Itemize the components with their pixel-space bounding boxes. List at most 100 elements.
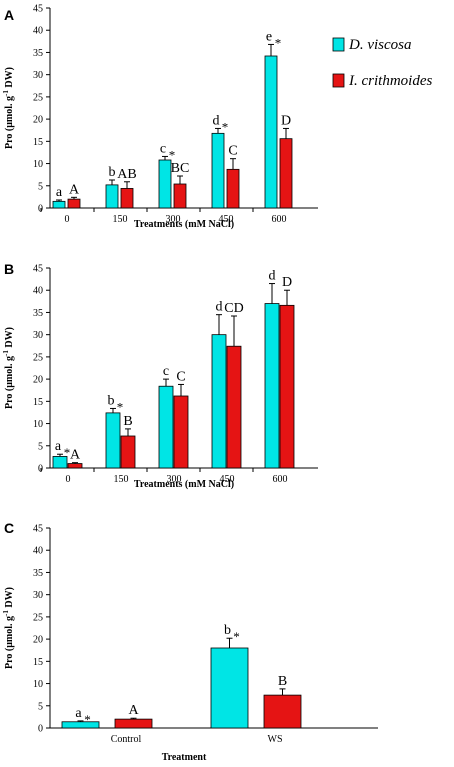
y-tick-label: 0 [38, 724, 43, 735]
bar-i-crithmoides [67, 198, 81, 209]
bar-d-viscosa [211, 334, 227, 469]
y-tick-label: 30 [33, 590, 43, 601]
panel-label: A [4, 7, 14, 23]
y-tick-label: 40 [33, 286, 43, 297]
y-tick-label: 45 [33, 264, 43, 275]
significance-letter: C [176, 369, 185, 384]
y-tick-label: 15 [33, 397, 43, 408]
significance-letter: A [69, 182, 80, 197]
y-tick-label: 30 [33, 70, 43, 81]
bar-d-viscosa [61, 721, 100, 729]
bar-i-crithmoides [120, 188, 134, 209]
y-axis-label: Pro (μmol. g-1 DW) [2, 327, 15, 409]
significance-letter: b [224, 623, 231, 638]
significance-star: * [64, 445, 71, 460]
significance-letter: c [163, 364, 169, 379]
y-tick-label: 40 [33, 26, 43, 37]
x-tick-label: Control [111, 734, 142, 745]
y-tick-label: 5 [38, 441, 43, 452]
y-tick-label: 20 [33, 375, 43, 386]
chart-panel-a: A 0 5 10 15 20 25 30 35 40 45 Pro (μmol. g-1 DW) Tre… [2, 4, 432, 231]
significance-letter: b [108, 393, 115, 408]
panel-label: B [4, 261, 14, 277]
bar-d-viscosa [210, 647, 249, 729]
bar-d-viscosa [105, 184, 119, 209]
significance-star: * [117, 399, 124, 414]
significance-letter: AB [117, 167, 136, 182]
bar-d-viscosa [105, 412, 121, 469]
x-tick-label: 150 [113, 214, 128, 225]
y-tick-label: 25 [33, 612, 43, 623]
significance-star: * [84, 712, 91, 727]
x-axis-label: Treatments (mM NaCl) [134, 479, 234, 490]
x-tick-label: 0 [66, 474, 71, 485]
significance-letter: B [278, 674, 287, 689]
significance-letter: BC [171, 161, 190, 176]
bar-d-viscosa [158, 385, 174, 469]
x-tick-label: 600 [273, 474, 288, 485]
significance-letter: A [128, 703, 139, 718]
x-axis-label: Treatment [162, 752, 207, 763]
x-tick-label: 300 [167, 474, 182, 485]
significance-letter: c [160, 141, 166, 156]
significance-star: * [169, 147, 176, 162]
y-tick-label: 25 [33, 92, 43, 103]
significance-letter: B [123, 414, 132, 429]
bar-i-crithmoides [173, 183, 187, 209]
y-tick-label: 40 [33, 546, 43, 557]
y-tick-label: 10 [33, 159, 43, 170]
bar-i-crithmoides [226, 345, 242, 469]
y-tick-label: 5 [38, 181, 43, 192]
y-tick-label: 45 [33, 4, 43, 15]
y-tick-label: 15 [33, 137, 43, 148]
panel-label: C [4, 520, 14, 536]
y-tick-label: 20 [33, 115, 43, 126]
significance-letter: D [282, 275, 292, 290]
y-tick-label: 35 [33, 568, 43, 579]
y-tick-label: 15 [33, 657, 43, 668]
y-tick-label: 30 [33, 330, 43, 341]
bar-i-crithmoides [279, 138, 293, 209]
y-tick-label: 5 [38, 701, 43, 712]
bar-d-viscosa [158, 159, 172, 209]
significance-letter: b [109, 165, 116, 180]
bar-i-crithmoides [173, 395, 189, 469]
y-axis-label: Pro (μmol. g-1 DW) [2, 587, 15, 669]
y-tick-label: 35 [33, 308, 43, 319]
y-axis-label: Pro (μmol. g-1 DW) [2, 67, 15, 149]
significance-letter: d [269, 269, 276, 284]
bar-i-crithmoides [226, 168, 240, 209]
y-tick-label: 20 [33, 635, 43, 646]
x-tick-label: WS [268, 734, 283, 745]
bar-i-crithmoides [279, 304, 295, 469]
significance-letter: A [70, 448, 81, 463]
x-tick-label: 450 [219, 214, 234, 225]
legend-label-i-crithmoides: I. crithmoides [348, 73, 432, 89]
x-tick-label: 0 [65, 214, 70, 225]
significance-letter: d [216, 300, 223, 315]
legend-label-d-viscosa: D. viscosa [348, 37, 412, 53]
bar-d-viscosa [264, 303, 280, 469]
bar-i-crithmoides [120, 435, 136, 469]
significance-letter: a [75, 706, 82, 721]
bar-d-viscosa [52, 200, 66, 209]
chart-panel-b: B 0 5 10 15 20 25 30 35 40 45 Pro (μmol. g-1 DW) Tre… [2, 261, 318, 490]
significance-letter: d [213, 113, 220, 128]
x-tick-label: 600 [272, 214, 287, 225]
significance-star: * [233, 629, 240, 644]
significance-letter: e [266, 29, 272, 44]
significance-star: * [222, 119, 229, 134]
significance-letter: D [281, 113, 291, 128]
x-axis-label: Treatments (mM NaCl) [134, 219, 234, 230]
bar-i-crithmoides [263, 694, 302, 729]
significance-star: * [275, 35, 282, 50]
significance-letter: a [56, 185, 63, 200]
bar-d-viscosa [211, 132, 225, 209]
x-tick-label: 450 [220, 474, 235, 485]
y-tick-label: 45 [33, 524, 43, 535]
y-tick-label: 35 [33, 48, 43, 59]
significance-letter: CD [224, 301, 243, 316]
x-tick-label: 300 [166, 214, 181, 225]
x-tick-label: 150 [114, 474, 129, 485]
